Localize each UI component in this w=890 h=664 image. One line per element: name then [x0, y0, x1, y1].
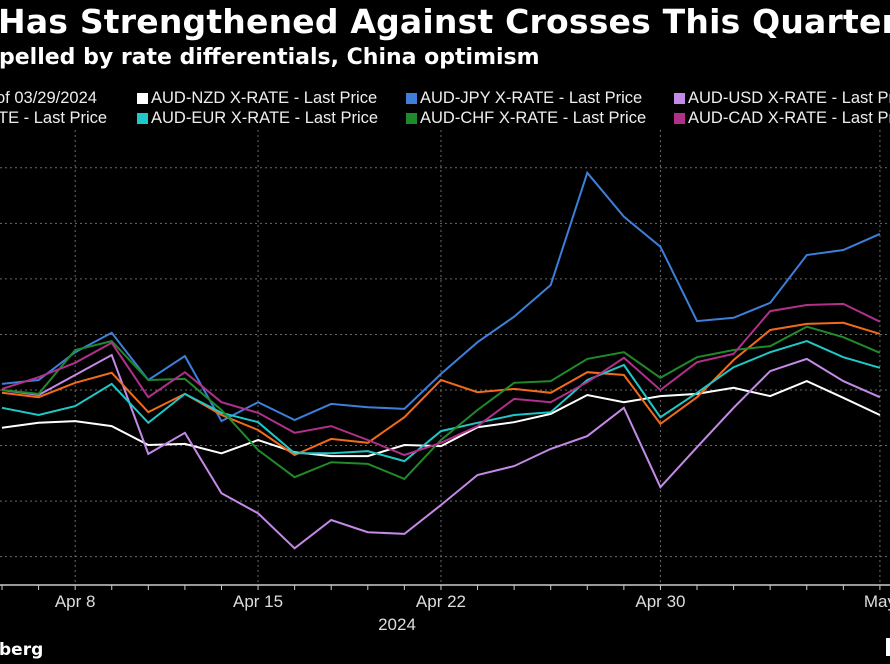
- legend-swatch-teal: [137, 113, 148, 124]
- legend-label: AUD-EUR X-RATE - Last Price: [151, 109, 379, 127]
- series-lines: [1, 170, 881, 550]
- series-line-0: [1, 380, 881, 458]
- legend-label: AUD-CHF X-RATE - Last Price: [420, 109, 647, 127]
- legend-label: AUD-JPY X-RATE - Last Price: [420, 89, 643, 107]
- gridlines: [0, 130, 890, 585]
- legend-label: TE - Last Price: [0, 109, 108, 127]
- bloomberg-logo-mark: [886, 638, 890, 656]
- legend-item-baseline: of 03/29/2024: [0, 89, 97, 108]
- series-line-5: [1, 325, 881, 481]
- legend-swatch-magenta: [674, 113, 685, 124]
- legend-item-aud-jpy: AUD-JPY X-RATE - Last Price: [406, 89, 642, 108]
- series-line-6: [1, 302, 881, 457]
- series-line-2: [1, 353, 881, 550]
- legend-swatch-green: [406, 113, 417, 124]
- x-tick-label: Apr 15: [233, 592, 283, 611]
- x-year-label: 2024: [378, 615, 416, 634]
- legend-item-aud-chf: AUD-CHF X-RATE - Last Price: [406, 109, 646, 128]
- legend-item-aud-nzd: AUD-NZD X-RATE - Last Price: [137, 89, 377, 108]
- legend-swatch-purple: [674, 93, 685, 104]
- legend-label: AUD-CAD X-RATE - Last Price: [688, 109, 890, 127]
- chart-title: Has Strengthened Against Crosses This Qu…: [0, 2, 890, 41]
- x-axis: Apr 8 Apr 15 Apr 22 Apr 30 May 2024: [0, 584, 890, 634]
- legend-item-aud-usd: AUD-USD X-RATE - Last Price: [674, 89, 890, 108]
- x-tick-label: Apr 22: [416, 592, 466, 611]
- legend-swatch-white: [137, 93, 148, 104]
- x-tick-label: May: [864, 592, 890, 611]
- x-tick-label: Apr 8: [55, 592, 96, 611]
- chart-subtitle: pelled by rate differentials, China opti…: [0, 45, 540, 70]
- legend-label: AUD-NZD X-RATE - Last Price: [151, 89, 378, 107]
- legend-item-orange-series: TE - Last Price: [0, 109, 107, 128]
- legend-item-aud-eur: AUD-EUR X-RATE - Last Price: [137, 109, 378, 128]
- series-line-4: [1, 340, 881, 463]
- legend-label: of 03/29/2024: [0, 89, 97, 107]
- source-label: berg: [0, 640, 44, 660]
- x-tick-label: Apr 30: [635, 592, 685, 611]
- legend-label: AUD-USD X-RATE - Last Price: [688, 89, 890, 107]
- legend-swatch-blue: [406, 93, 417, 104]
- series-line-3: [1, 321, 881, 457]
- legend-item-aud-cad: AUD-CAD X-RATE - Last Price: [674, 109, 890, 128]
